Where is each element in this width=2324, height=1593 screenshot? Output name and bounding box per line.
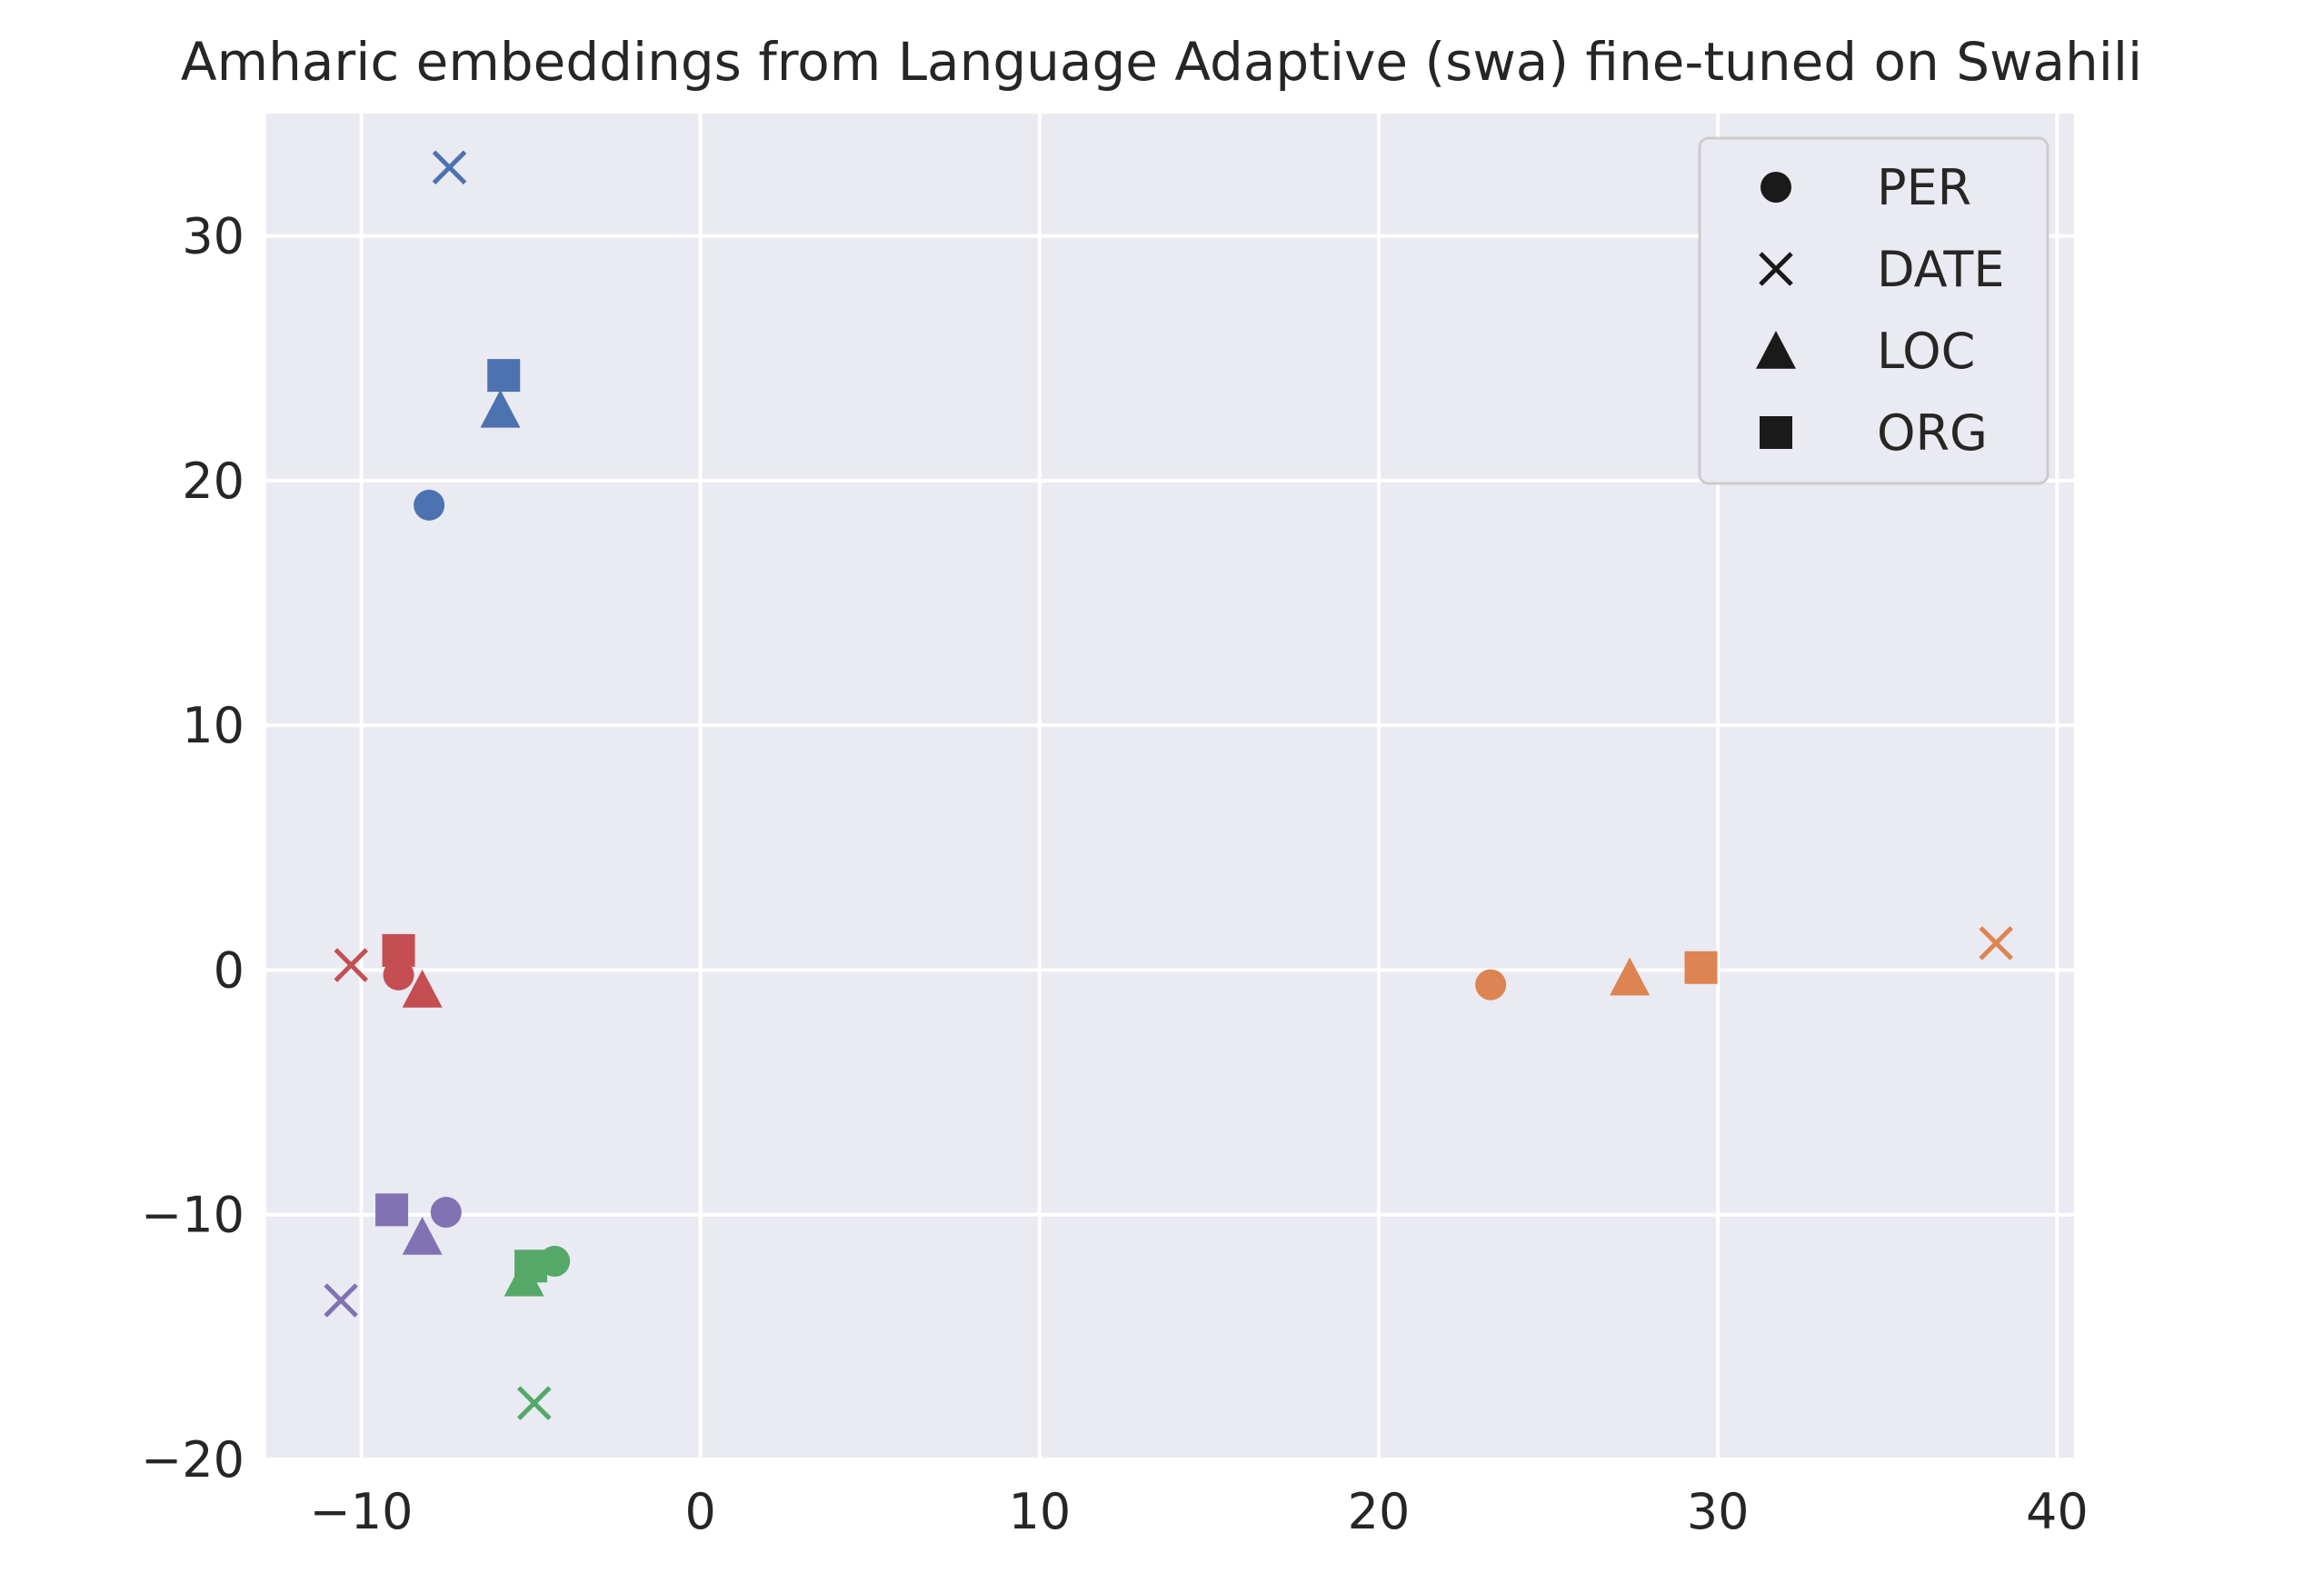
legend: PER DATE LOC ORG	[1698, 136, 2050, 485]
y-tick-label: 30	[182, 208, 244, 265]
x-tick-label: −10	[310, 1483, 414, 1540]
legend-label: LOC	[1877, 323, 1975, 380]
y-axis-ticks: −20 −10 0 10 20 30	[141, 208, 244, 1488]
data-point-square	[375, 1193, 409, 1227]
data-point-square	[487, 359, 521, 393]
data-points	[324, 150, 2013, 1420]
x-axis-ticks: −10 0 10 20 30 40	[310, 1483, 2089, 1540]
x-tick-label: 10	[1008, 1483, 1071, 1540]
x-tick-label: 30	[1687, 1483, 1750, 1540]
data-point-x	[432, 150, 467, 185]
data-point-triangle	[480, 389, 521, 428]
legend-x-icon	[1759, 252, 1793, 286]
legend-circle-icon	[1760, 172, 1791, 203]
legend-label: PER	[1877, 159, 1971, 216]
data-point-triangle	[402, 1216, 443, 1255]
x-tick-label: 0	[684, 1483, 715, 1540]
x-tick-label: 20	[1348, 1483, 1411, 1540]
data-point-circle	[383, 959, 414, 991]
data-point-x	[334, 948, 369, 982]
data-point-square	[514, 1250, 548, 1283]
y-tick-label: 0	[214, 941, 244, 999]
chart-title: Amharic embeddings from Language Adaptiv…	[181, 31, 2142, 93]
data-point-x	[517, 1386, 552, 1420]
y-tick-label: 10	[182, 697, 244, 754]
legend-frame	[1698, 136, 2050, 485]
data-point-square	[1684, 951, 1718, 984]
legend-square-icon	[1760, 416, 1792, 449]
data-point-triangle	[402, 969, 443, 1008]
legend-label: DATE	[1877, 241, 2004, 298]
data-point-x	[1979, 926, 2013, 961]
y-tick-label: −10	[141, 1187, 244, 1244]
data-point-square	[382, 933, 415, 967]
y-tick-label: −20	[141, 1431, 244, 1488]
legend-triangle-icon	[1756, 331, 1796, 369]
data-point-circle	[1475, 969, 1507, 1001]
legend-label: ORG	[1877, 404, 1988, 462]
data-point-circle	[414, 489, 445, 521]
data-point-circle	[430, 1197, 462, 1229]
data-point-x	[324, 1283, 358, 1318]
x-tick-label: 40	[2026, 1483, 2089, 1540]
data-point-triangle	[1610, 957, 1651, 996]
y-tick-label: 20	[182, 453, 244, 510]
